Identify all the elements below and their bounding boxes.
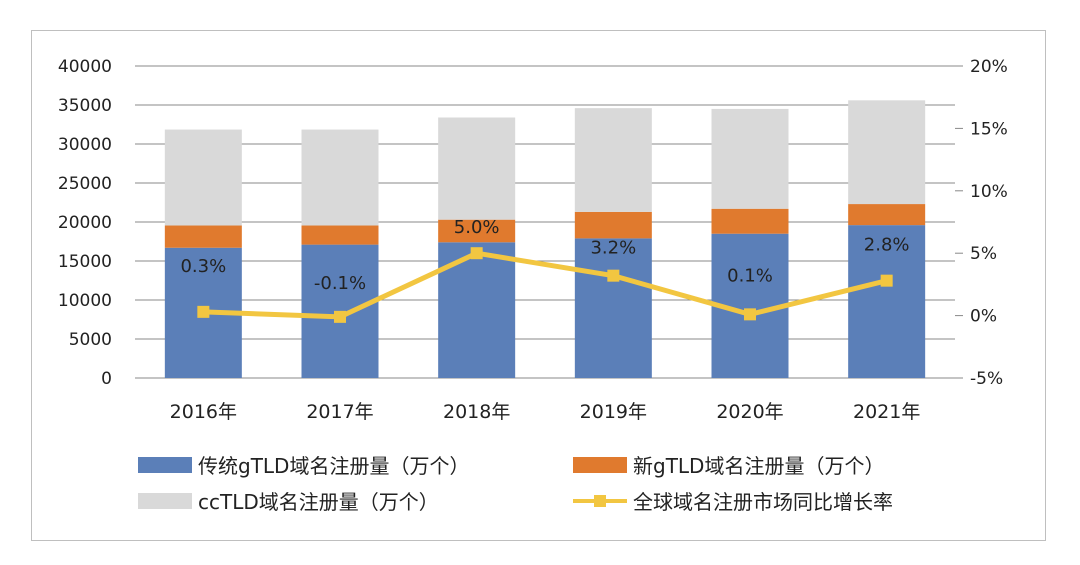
legend-item-new-gtld: 新gTLD域名注册量（万个） (573, 450, 884, 479)
bar-segment (164, 225, 242, 248)
bar-segment (848, 225, 926, 378)
y-left-tick-label: 0 (101, 369, 112, 389)
y-left-tick-label: 15000 (58, 252, 112, 272)
legend-swatch (138, 456, 192, 473)
y-left-tick-label: 20000 (58, 213, 112, 233)
y-left-tick-label: 5000 (69, 330, 112, 350)
line-marker (470, 247, 483, 260)
bar-segment (164, 129, 242, 226)
legend-swatch-line (573, 493, 627, 509)
x-tick-label: 2019年 (580, 401, 647, 423)
legend-item-traditional-gtld: 传统gTLD域名注册量（万个） (138, 450, 469, 479)
x-tick-label: 2018年 (443, 401, 510, 423)
y-right-tick-label: 10% (970, 182, 1008, 202)
x-tick-label: 2017年 (306, 401, 373, 423)
data-label: 2.8% (864, 235, 910, 256)
bar-segment (711, 108, 789, 209)
legend-swatch (138, 492, 192, 509)
data-label: 0.1% (727, 265, 773, 286)
data-label: -0.1% (314, 273, 366, 294)
data-label: 5.0% (454, 217, 500, 238)
bar-segment (848, 204, 926, 226)
bar-segment (574, 238, 652, 378)
x-tick-label: 2021年 (853, 401, 920, 423)
data-label: 3.2% (590, 238, 636, 259)
legend-label: ccTLD域名注册量（万个） (198, 490, 439, 514)
y-left-tick-label: 30000 (58, 135, 112, 155)
legend-label: 全球域名注册市场同比增长率 (633, 490, 893, 514)
y-left-tick-label: 25000 (58, 174, 112, 194)
bar-segment (574, 211, 652, 239)
line-marker (334, 310, 346, 323)
y-right-tick-label: 5% (970, 244, 997, 264)
data-label: 0.3% (180, 256, 226, 277)
bar-segment (301, 225, 379, 245)
bar-segment (438, 117, 516, 220)
legend-label: 传统gTLD域名注册量（万个） (198, 454, 470, 478)
line-marker (744, 308, 756, 321)
x-tick-label: 2020年 (716, 401, 783, 423)
bar-segment (438, 242, 516, 378)
y-right-tick-label: 20% (970, 57, 1008, 77)
y-right-tick-label: 0% (970, 307, 997, 327)
y-left-tick-label: 10000 (58, 291, 112, 311)
bar-segment (301, 129, 379, 226)
y-left-tick-label: 35000 (58, 96, 112, 116)
chart-frame (31, 30, 1046, 541)
legend-item-cctld: ccTLD域名注册量（万个） (138, 486, 439, 515)
bar-segment (574, 108, 652, 212)
x-tick-label: 2016年 (170, 401, 237, 423)
legend-swatch (573, 456, 627, 473)
bar-segment (848, 100, 926, 205)
y-left-tick-label: 40000 (58, 57, 112, 77)
bar-segment (438, 219, 516, 243)
y-right-tick-label: 15% (970, 119, 1008, 139)
bar-segment (711, 208, 789, 234)
line-marker (197, 305, 210, 318)
growth-rate-line (203, 250, 888, 320)
y-right-tick-label: -5% (970, 369, 1003, 389)
legend-item-growth-rate: 全球域名注册市场同比增长率 (573, 486, 893, 515)
legend-label: 新gTLD域名注册量（万个） (633, 454, 885, 478)
line-marker (880, 274, 893, 287)
line-marker (607, 269, 620, 282)
